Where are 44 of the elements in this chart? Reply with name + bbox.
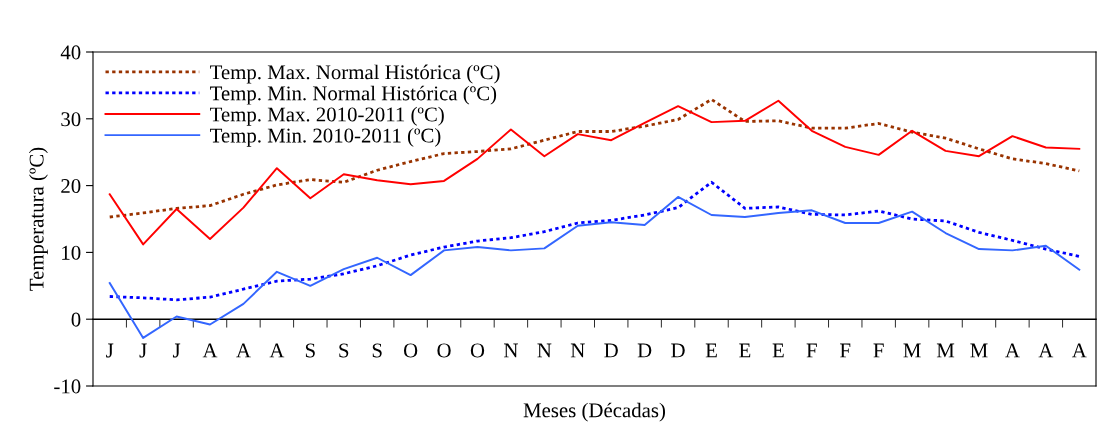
x-axis-title: Meses (Décadas) — [523, 402, 666, 422]
y-tick-label: -10 — [54, 379, 81, 394]
x-tick-label: N — [537, 343, 552, 358]
x-tick-label: D — [637, 343, 652, 358]
x-tick-label: J — [172, 343, 181, 358]
x-tick-label: J — [106, 343, 114, 358]
x-tick-label: A — [236, 343, 251, 358]
x-tick-label: S — [372, 343, 382, 358]
x-tick-label: F — [873, 343, 884, 358]
x-tick-label: O — [437, 343, 451, 358]
x-tick-label: O — [403, 343, 418, 358]
x-tick-label: M — [936, 343, 955, 358]
y-tick-label: 40 — [60, 45, 81, 60]
x-tick-label: A — [1038, 343, 1054, 358]
legend-label: Temp. Min. 2010-2011 (ºC) — [210, 127, 441, 147]
x-tick-label: E — [772, 343, 784, 358]
x-tick-label: A — [1071, 343, 1087, 358]
x-tick-label: J — [139, 343, 147, 358]
x-tick-label: D — [604, 343, 618, 358]
legend-label: Temp. Min. Normal Histórica (ºC) — [210, 85, 497, 105]
y-tick-label: 20 — [61, 178, 81, 194]
y-tick-label: 10 — [62, 245, 81, 260]
x-tick-label: A — [269, 343, 285, 358]
x-tick-label: E — [705, 343, 717, 358]
x-tick-label: F — [840, 343, 851, 358]
line-series — [108, 180, 1081, 302]
x-tick-label: S — [305, 343, 315, 358]
y-axis-title: Temperatura (ºC) — [28, 147, 48, 291]
legend-label: Temp. Max. Normal Histórica (ºC) — [210, 64, 500, 84]
x-tick-label: F — [806, 343, 817, 358]
x-tick-label: N — [570, 343, 585, 358]
x-tick-label: S — [339, 343, 349, 358]
x-tick-label: M — [903, 343, 921, 358]
x-tick-label: D — [671, 343, 685, 358]
x-tick-label: M — [970, 343, 988, 358]
line-series — [108, 195, 1081, 339]
x-tick-label: E — [739, 343, 751, 358]
x-tick-label: A — [1005, 343, 1020, 358]
y-tick-label: 30 — [61, 112, 81, 127]
x-tick-label: A — [202, 343, 218, 358]
x-tick-label: N — [503, 343, 518, 358]
legend-label: Temp. Max. 2010-2011 (ºC) — [210, 106, 444, 126]
y-tick-label: 0 — [71, 312, 81, 327]
x-tick-label: O — [470, 343, 485, 358]
